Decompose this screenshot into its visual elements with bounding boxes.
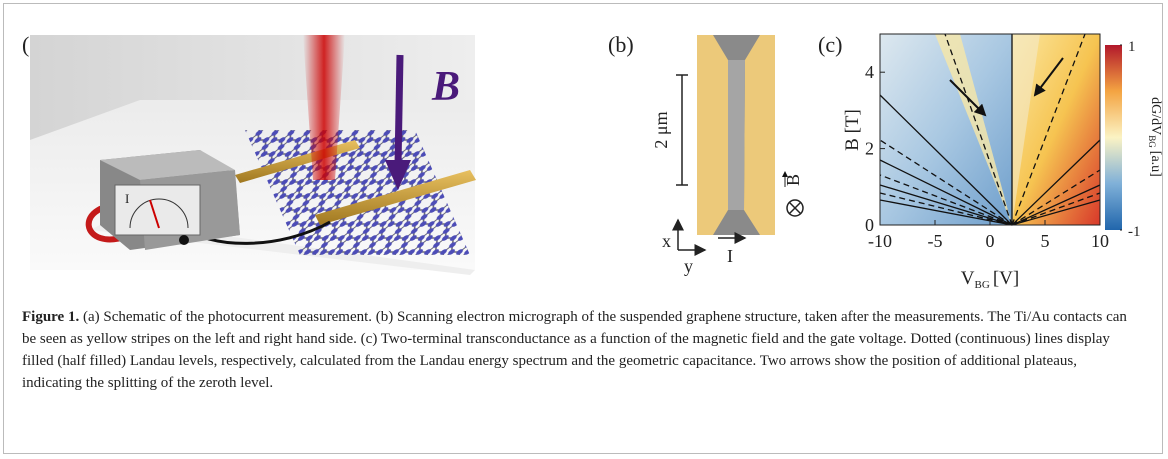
x-axis-label: VBG[V] — [961, 268, 1019, 291]
figure-page: (a) I B (b) 2 μm B — [0, 0, 1168, 459]
colorbar-label-sub: BG — [1147, 135, 1157, 148]
current-label: I — [727, 246, 733, 266]
x-axis-label-main: V — [961, 268, 975, 289]
y-tick-label: 0 — [865, 215, 874, 235]
schematic — [30, 35, 476, 275]
micrograph — [676, 35, 803, 250]
scale-bar-label: 2 μm — [651, 111, 671, 148]
y-tick-label: 4 — [865, 62, 874, 82]
colorbar-label: dG/dVBG [a.u] — [1147, 97, 1163, 177]
caption-label: Figure 1. — [22, 309, 79, 325]
caption: Figure 1. (a) Schematic of the photocurr… — [22, 306, 1132, 394]
x-tick-label: 0 — [986, 231, 995, 251]
x-axis-label-unit: [V] — [993, 268, 1019, 289]
x-axis-label-sub: BG — [975, 279, 990, 291]
figure: (a) I B (b) 2 μm B — [0, 0, 1168, 300]
colorbar-tick-label: -1 — [1128, 224, 1141, 240]
x-tick-label: -5 — [928, 231, 943, 251]
x-tick-label: 5 — [1041, 231, 1050, 251]
field-label: B — [431, 64, 460, 110]
axis-label: x — [662, 231, 671, 251]
panel-label: (b) — [608, 32, 634, 57]
x-tick-label: 10 — [1091, 231, 1109, 251]
colorbar-tick-label: 1 — [1128, 39, 1136, 55]
transconductance-map — [880, 34, 1122, 230]
y-axis-label: B [T] — [842, 109, 863, 151]
panel-label: (c) — [818, 32, 842, 57]
colorbar-label-main: dG/dV — [1148, 97, 1163, 135]
caption-text: (a) Schematic of the photocurrent measur… — [22, 309, 1127, 391]
colorbar-label-unit: [a.u] — [1148, 151, 1163, 177]
field-label: B — [783, 174, 803, 186]
axis-label: y — [684, 256, 693, 276]
y-tick-label: 2 — [865, 139, 874, 159]
meter-label: I — [125, 191, 129, 206]
